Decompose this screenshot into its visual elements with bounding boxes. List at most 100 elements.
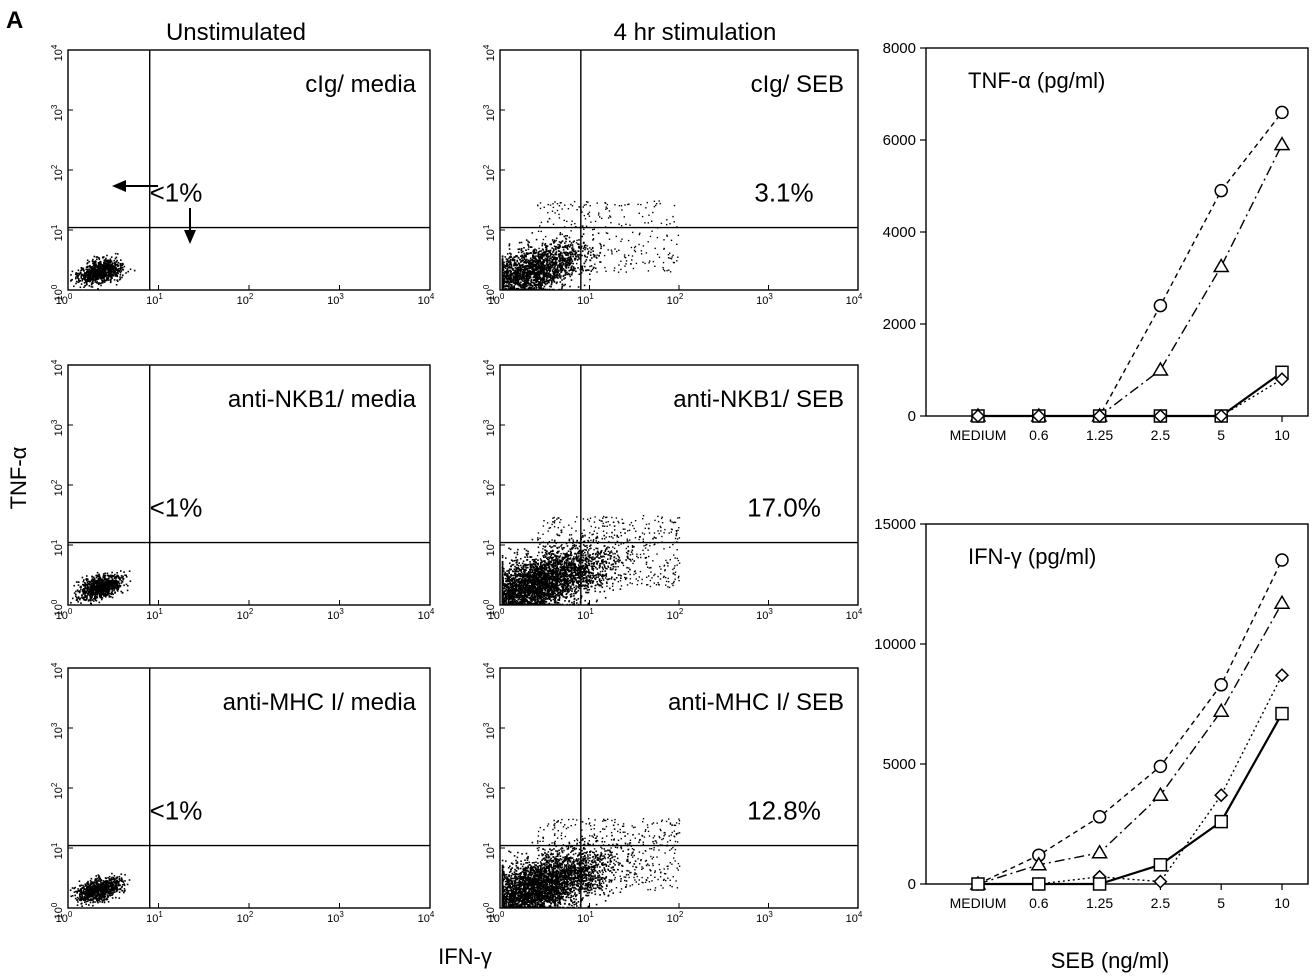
x-tick-label: 104 bbox=[846, 292, 863, 307]
flow-event bbox=[638, 212, 640, 214]
flow-event bbox=[533, 269, 535, 272]
flow-event bbox=[104, 265, 106, 268]
flow-event bbox=[614, 248, 616, 250]
flow-event bbox=[77, 269, 80, 272]
flow-event bbox=[127, 270, 129, 273]
flow-event bbox=[541, 242, 544, 245]
flow-event bbox=[561, 254, 564, 257]
flow-event bbox=[76, 598, 78, 601]
flow-event bbox=[556, 267, 559, 269]
flow-event bbox=[551, 256, 553, 258]
flow-event bbox=[111, 574, 114, 577]
flow-event bbox=[520, 267, 522, 269]
flow-event bbox=[129, 268, 132, 271]
flow-event bbox=[96, 583, 98, 585]
flow-event bbox=[85, 276, 88, 278]
flow-event bbox=[109, 273, 112, 275]
flow-event bbox=[89, 581, 91, 584]
flow-event bbox=[103, 259, 105, 262]
flow-event bbox=[122, 578, 124, 581]
flow-event bbox=[673, 204, 676, 207]
flow-event bbox=[564, 277, 566, 279]
flow-event bbox=[517, 274, 519, 277]
flow-event bbox=[103, 261, 105, 264]
flow-event bbox=[92, 581, 95, 584]
flow-event bbox=[546, 250, 549, 252]
flow-event bbox=[116, 275, 119, 278]
flow-event bbox=[573, 254, 575, 256]
flow-event bbox=[77, 281, 79, 284]
flow-event bbox=[517, 288, 520, 291]
flow-event bbox=[101, 591, 104, 594]
flow-event bbox=[610, 249, 613, 251]
flow-event bbox=[666, 219, 668, 221]
flow-event bbox=[551, 277, 554, 279]
flow-event bbox=[107, 259, 109, 262]
flow-event bbox=[549, 255, 551, 258]
flow-event bbox=[107, 590, 109, 592]
flow-event bbox=[519, 271, 522, 273]
flow-event bbox=[510, 281, 512, 283]
flow-event bbox=[98, 267, 101, 270]
flow-event bbox=[551, 550, 553, 553]
flow-event bbox=[108, 588, 111, 590]
flow-event bbox=[516, 267, 518, 269]
flow-event bbox=[554, 240, 556, 243]
flow-event bbox=[117, 253, 119, 255]
flow-event bbox=[543, 285, 546, 288]
flow-event bbox=[96, 585, 98, 587]
flow-event bbox=[115, 587, 118, 590]
flow-event bbox=[525, 288, 528, 291]
flow-event bbox=[530, 284, 532, 286]
flow-event bbox=[510, 559, 513, 561]
flow-event bbox=[84, 278, 86, 281]
flow-event bbox=[632, 267, 635, 270]
flow-event bbox=[504, 267, 507, 269]
flow-event bbox=[110, 256, 113, 258]
flow-event bbox=[594, 220, 597, 223]
flow-event bbox=[78, 590, 81, 593]
flow-event bbox=[606, 232, 609, 235]
flow-event bbox=[106, 583, 109, 586]
flow-event bbox=[527, 248, 530, 251]
flow-event bbox=[519, 258, 521, 261]
flow-event bbox=[590, 560, 593, 563]
flow-event bbox=[80, 277, 82, 279]
y-tick-exponent: 3 bbox=[50, 419, 59, 424]
y-tick-exponent: 2 bbox=[50, 164, 59, 169]
flow-event bbox=[111, 579, 114, 581]
flow-event bbox=[564, 262, 567, 265]
flow-event bbox=[566, 235, 568, 237]
flow-event bbox=[594, 553, 597, 556]
flow-event bbox=[93, 269, 96, 272]
flow-event bbox=[598, 255, 600, 257]
flow-event bbox=[112, 581, 115, 583]
flow-event bbox=[84, 276, 87, 278]
flow-event bbox=[559, 254, 562, 256]
flow-event bbox=[547, 280, 549, 282]
flow-event bbox=[663, 239, 665, 241]
y-tick-label: 102 bbox=[50, 479, 65, 496]
flow-event bbox=[552, 249, 555, 252]
flow-event bbox=[583, 214, 585, 217]
flow-event bbox=[94, 275, 96, 278]
flow-event bbox=[585, 203, 587, 206]
flow-event bbox=[575, 254, 577, 256]
flow-event bbox=[581, 235, 583, 238]
flow-event bbox=[543, 271, 546, 273]
flow-event bbox=[540, 287, 543, 290]
flow-event bbox=[509, 288, 511, 291]
flow-event bbox=[521, 589, 524, 591]
flow-event bbox=[102, 271, 105, 274]
flow-event bbox=[525, 280, 528, 282]
flow-event bbox=[92, 271, 95, 273]
flow-event bbox=[551, 261, 554, 264]
flow-event bbox=[517, 257, 520, 259]
flow-event bbox=[509, 279, 512, 282]
flow-event bbox=[515, 277, 517, 280]
flow-event bbox=[538, 257, 540, 260]
flow-event bbox=[544, 577, 547, 579]
flow-event bbox=[592, 250, 594, 252]
flow-event bbox=[91, 275, 94, 277]
flow-event bbox=[95, 261, 97, 263]
